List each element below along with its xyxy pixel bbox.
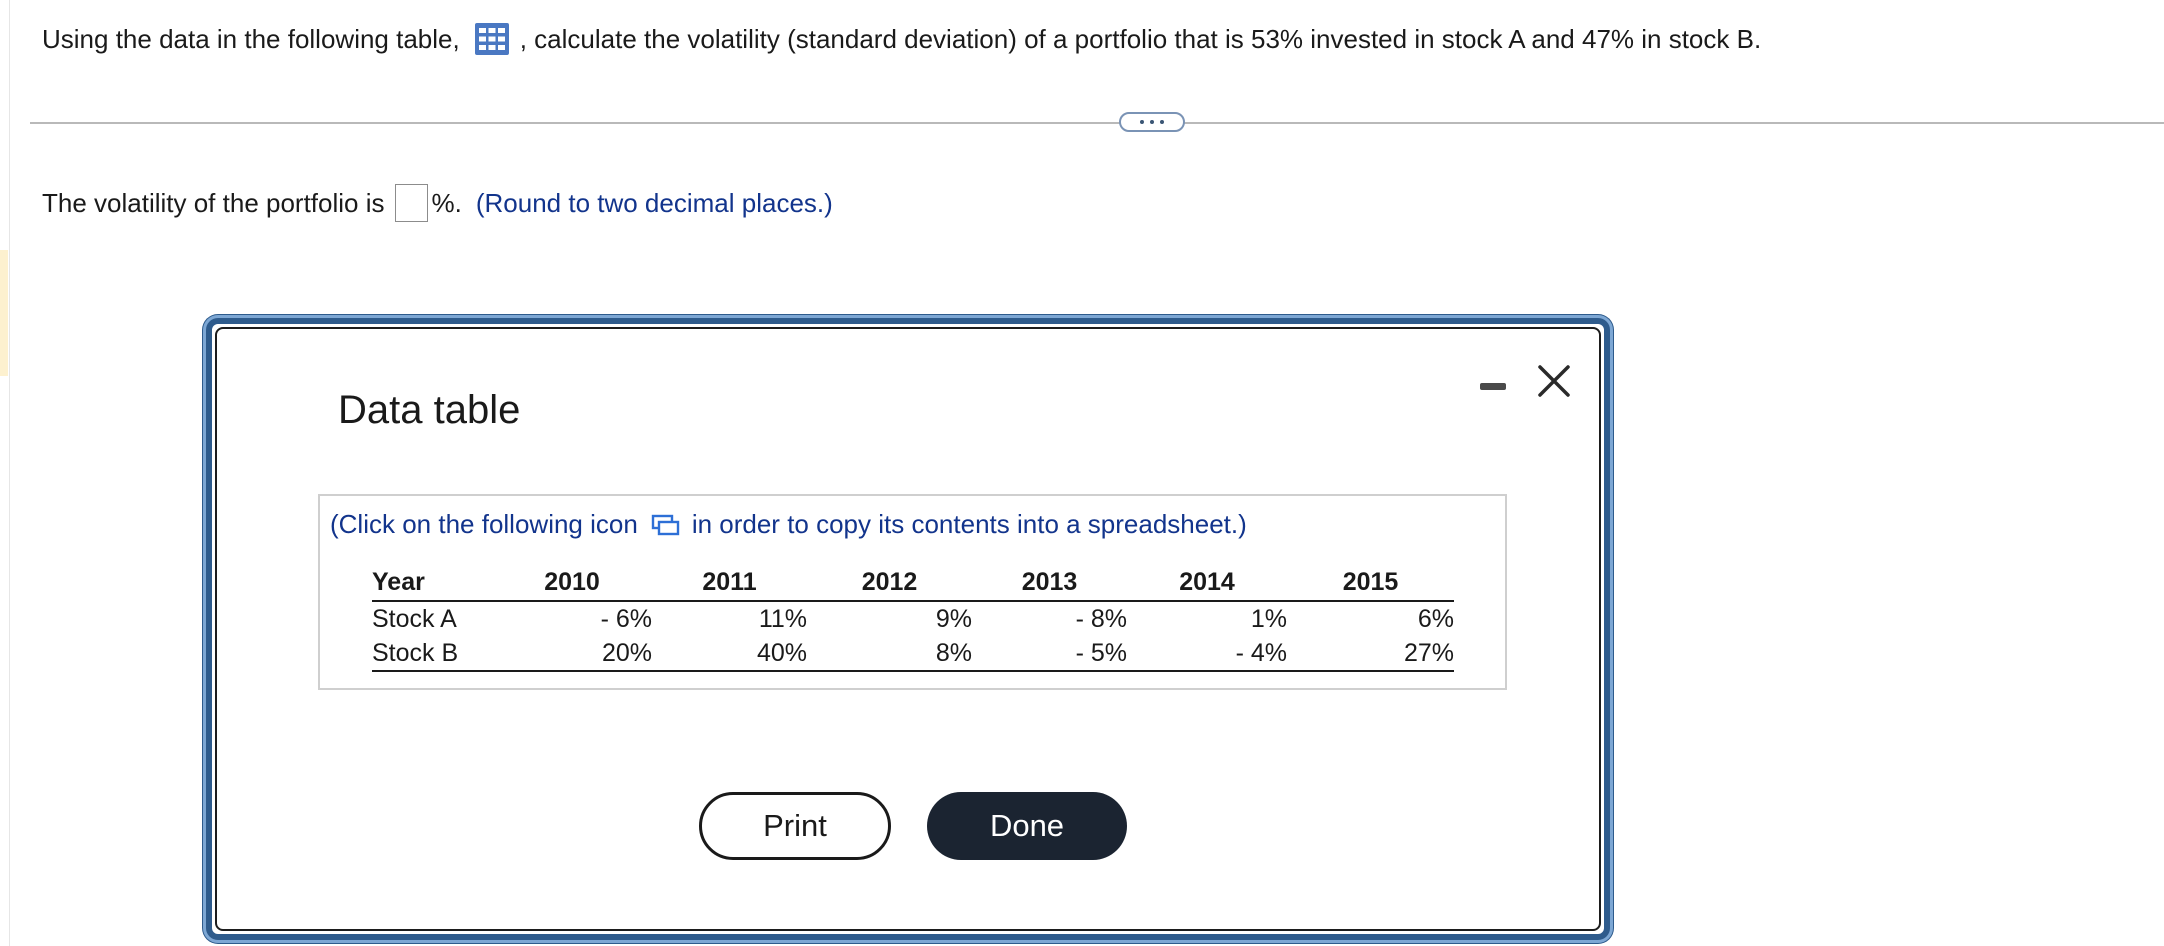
row-label-cell: Stock B: [372, 636, 492, 672]
copy-note-start: (Click on the following icon: [330, 509, 638, 539]
table-header-cell: 2010: [492, 565, 652, 602]
table-cell: - 5%: [972, 636, 1127, 672]
row-label-cell: Stock A: [372, 604, 457, 633]
answer-suffix: %.: [431, 188, 462, 218]
table-cell: 20%: [492, 636, 652, 672]
volatility-answer-input[interactable]: [394, 184, 428, 222]
table-header-row: Year 2010 2011 2012 2013 2014 2015: [372, 565, 1454, 602]
answer-prefix: The volatility of the portfolio is: [42, 188, 385, 218]
left-highlight-marker: [0, 250, 8, 376]
data-table-dialog: Data table (Click on the following icon …: [206, 318, 1610, 940]
table-header-cell: 2011: [652, 565, 807, 602]
table-cell: 27%: [1287, 636, 1454, 672]
table-header-cell: 2015: [1287, 565, 1454, 602]
more-dots-icon[interactable]: [1119, 112, 1185, 132]
table-cell: 40%: [652, 636, 807, 672]
table-grid-icon[interactable]: [474, 22, 510, 56]
returns-table: Year 2010 2011 2012 2013 2014 2015 Stock…: [372, 565, 1454, 672]
table-cell: - 4%: [1127, 636, 1287, 672]
question-text-end: , calculate the volatility (standard dev…: [519, 24, 1762, 54]
table-cell: 9%: [935, 604, 972, 633]
minimize-icon[interactable]: [1474, 371, 1510, 401]
left-border: [9, 0, 10, 946]
question-text: Using the data in the following table, ,…: [42, 22, 1761, 56]
table-cell: 6%: [1417, 604, 1454, 633]
table-cell: - 6%: [600, 604, 652, 633]
close-icon[interactable]: [1534, 361, 1574, 401]
answer-line: The volatility of the portfolio is %. (R…: [42, 184, 833, 222]
dialog-title: Data table: [338, 388, 521, 432]
table-header-cell: 2013: [972, 565, 1127, 602]
rounding-hint: (Round to two decimal places.): [475, 188, 833, 218]
question-text-start: Using the data in the following table,: [42, 24, 460, 54]
copy-instruction: (Click on the following icon in order to…: [330, 508, 1247, 540]
print-button[interactable]: Print: [699, 792, 891, 860]
section-divider: [30, 122, 2164, 124]
copy-note-end: in order to copy its contents into a spr…: [691, 509, 1247, 539]
table-row: Stock B 20% 40% 8% - 5% - 4% 27%: [372, 636, 1454, 672]
table-row: Stock A - 6% 11% 9% - 8% 1% 6%: [372, 601, 1454, 636]
data-panel: (Click on the following icon in order to…: [318, 494, 1507, 690]
done-button[interactable]: Done: [927, 792, 1127, 860]
copy-to-spreadsheet-icon[interactable]: [650, 510, 680, 538]
dialog-inner-border: [215, 327, 1601, 931]
table-header-cell: 2012: [807, 565, 972, 602]
table-cell: 8%: [807, 636, 972, 672]
table-cell: 11%: [758, 604, 807, 633]
table-cell: 1%: [1250, 604, 1287, 633]
table-header-cell: Year: [372, 565, 492, 602]
table-cell: - 8%: [1075, 604, 1127, 633]
table-header-cell: 2014: [1127, 565, 1287, 602]
